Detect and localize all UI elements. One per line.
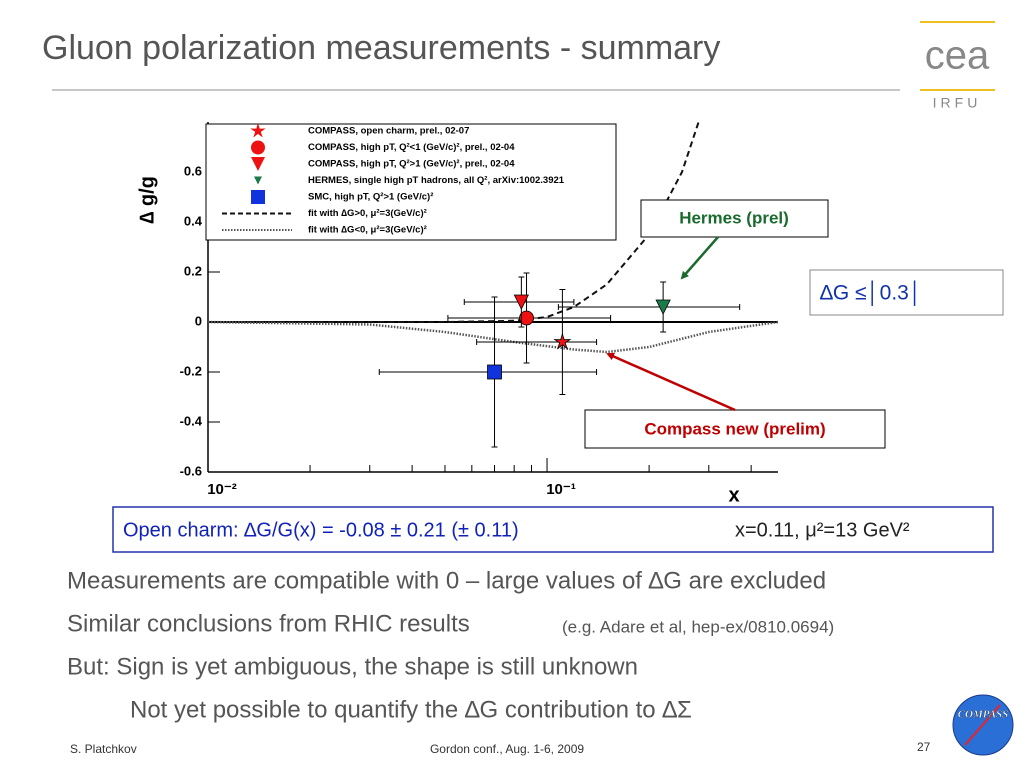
- bullet: Not yet possible to quantify the ∆G cont…: [130, 696, 692, 723]
- marker: [487, 364, 502, 380]
- fit-line: [207, 320, 779, 354]
- annotation-arrow: [606, 352, 736, 412]
- legend-label: COMPASS, high pT, Q²>1 (GeV/c)², prel., …: [308, 159, 515, 170]
- legend-label: fit with ∆G>0, μ²=3(GeV/c)²: [308, 208, 427, 219]
- result-box: [112, 506, 994, 553]
- limit-text: ∆G ≤│0.3│: [820, 280, 922, 307]
- annotation: Hermes (prel): [679, 208, 789, 227]
- marker: [254, 176, 262, 185]
- annotation-box: [640, 199, 829, 238]
- x-tick-label: 10⁻¹: [546, 481, 576, 498]
- x-axis-label: x: [728, 484, 739, 506]
- marker: [251, 157, 265, 171]
- y-tick-label: -0.4: [180, 413, 203, 428]
- x-tick-label: 10⁻²: [207, 481, 237, 498]
- bullet: Similar conclusions from RHIC results: [67, 610, 470, 637]
- legend-label: SMC, high pT, Q²>1 (GeV/c)²: [308, 192, 433, 203]
- compass-needle: [964, 704, 1001, 746]
- logo-text: cea: [925, 34, 990, 78]
- marker: [655, 299, 671, 315]
- bullet: But: Sign is yet ambiguous, the shape is…: [67, 653, 638, 680]
- page-number: 27: [917, 740, 931, 754]
- marker: [251, 140, 265, 155]
- result-text: Open charm: ∆G/G(x) = -0.08 ± 0.21 (± 0.…: [123, 519, 519, 541]
- marker: [250, 123, 266, 138]
- y-tick-label: 0.6: [184, 163, 202, 178]
- annotation-box: [584, 409, 886, 449]
- legend-label: fit with ∆G<0, μ²=3(GeV/c)²: [308, 225, 427, 236]
- compass-logo-text: COMPASS: [958, 709, 1009, 721]
- legend-label: COMPASS, high pT, Q²<1 (GeV/c)², prel., …: [308, 142, 515, 153]
- y-tick-label: 0: [195, 313, 202, 328]
- y-tick-label: 0.4: [184, 213, 203, 228]
- y-axis-label: ∆ g/g: [136, 176, 158, 224]
- legend-label: HERMES, single high pT hadrons, all Q², …: [308, 175, 565, 186]
- annotation-arrow: [680, 236, 719, 280]
- y-tick-label: -0.6: [180, 463, 202, 478]
- marker: [519, 310, 534, 326]
- legend-label: COMPASS, open charm, prel., 02-07: [308, 126, 469, 137]
- fit-line: [208, 121, 700, 323]
- marker: [251, 190, 265, 204]
- limit-box: [809, 269, 1004, 316]
- marker: [513, 294, 530, 310]
- footer-event: Gordon conf., Aug. 1-6, 2009: [430, 742, 584, 756]
- y-tick-label: 0.2: [184, 263, 202, 278]
- annotation: Compass new (prelim): [644, 419, 825, 438]
- slide-title: Gluon polarization measurements - summar…: [42, 29, 720, 67]
- bullet: Measurements are compatible with 0 – lar…: [67, 567, 826, 594]
- bullet-note: (e.g. Adare et al, hep-ex/0810.0694): [562, 617, 834, 636]
- y-tick-label: -0.2: [180, 363, 202, 378]
- legend-box: [205, 123, 617, 241]
- result-kinematics: x=0.11, μ²=13 GeV²: [735, 519, 910, 541]
- logo-subtext: IRFU: [933, 95, 982, 111]
- footer-author: S. Platchkov: [70, 742, 137, 756]
- marker: [553, 332, 572, 350]
- chart: 0.6 0.4 0.2 0 -0.2 -0.4 -0.6 10⁻² 10⁻¹ x ∆ g/g COMP…: [136, 121, 779, 506]
